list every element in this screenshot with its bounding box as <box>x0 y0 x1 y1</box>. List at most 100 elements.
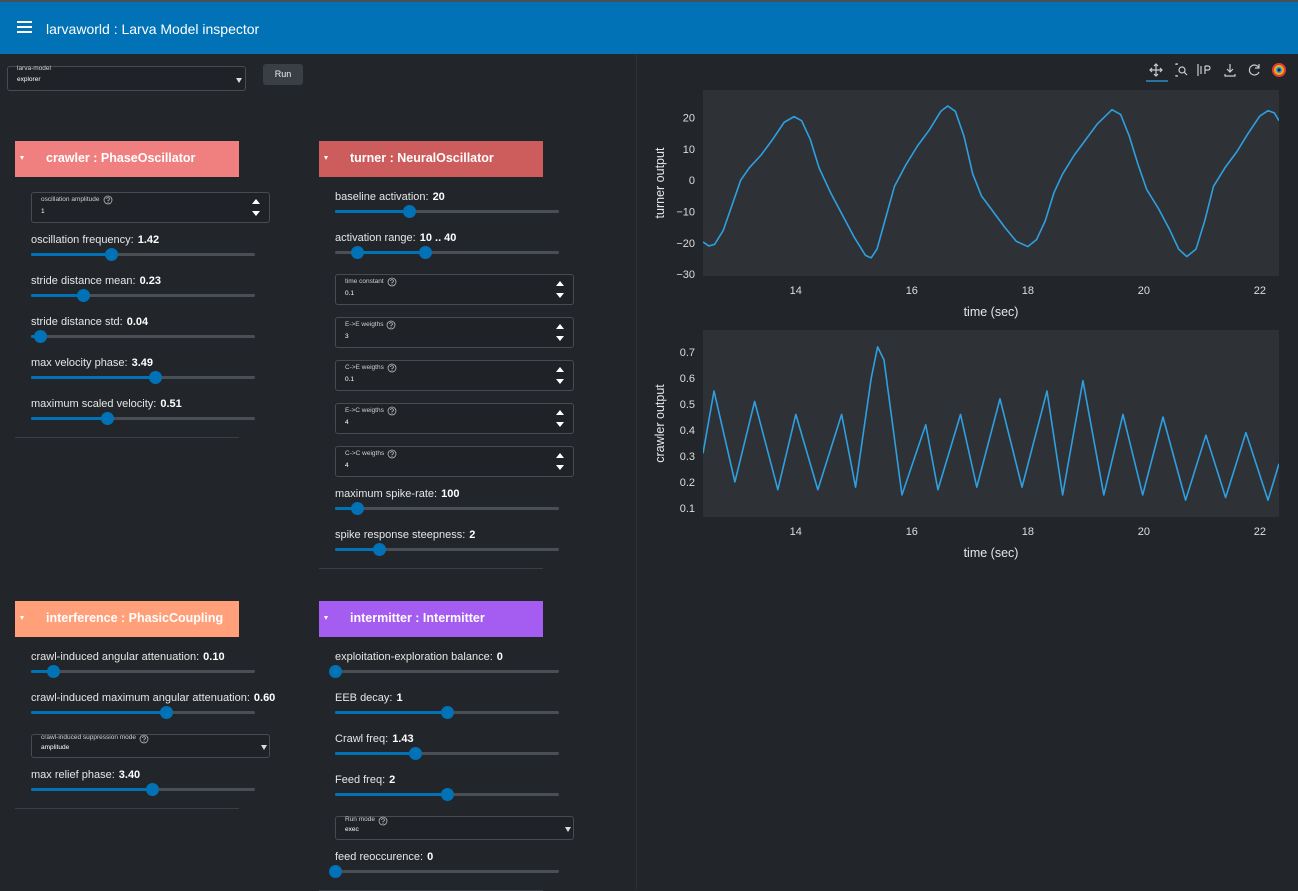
number-input[interactable]: oscillation amplitude 1 <box>31 192 270 223</box>
slider-track[interactable] <box>31 417 255 420</box>
x-axis-title: time (sec) <box>964 305 1019 319</box>
download-tool[interactable] <box>1224 64 1236 77</box>
collapse-caret <box>324 616 328 620</box>
help-icon[interactable] <box>378 816 388 826</box>
help-icon[interactable] <box>386 320 396 330</box>
spin-up[interactable] <box>556 324 564 329</box>
y-tick-label: 0 <box>689 175 695 187</box>
slider-name: stride distance mean: <box>31 275 136 287</box>
select-caret <box>236 78 242 83</box>
help-icon[interactable] <box>387 449 397 459</box>
y-tick-label: 10 <box>683 144 695 156</box>
slider-handle[interactable] <box>403 205 416 218</box>
number-input[interactable]: C->C weigths 4 <box>335 446 574 477</box>
number-input[interactable]: C->E weigths 0.1 <box>335 360 574 391</box>
number-input[interactable]: time constant 0.1 <box>335 274 574 305</box>
spin-down[interactable] <box>556 422 564 427</box>
slider-handle[interactable] <box>160 706 173 719</box>
slider-handle[interactable] <box>441 788 454 801</box>
slider-track[interactable] <box>335 548 559 551</box>
menu-icon[interactable] <box>15 20 35 36</box>
slider-handle[interactable] <box>329 665 342 678</box>
slider-track[interactable] <box>31 253 255 256</box>
slider-fill <box>335 752 415 755</box>
slider-name: max velocity phase: <box>31 357 128 369</box>
spin-up[interactable] <box>556 281 564 286</box>
number-input[interactable]: E->C weigths 4 <box>335 403 574 434</box>
input-value: 0.1 <box>345 290 355 297</box>
slider-handle[interactable] <box>146 783 159 796</box>
spin-up[interactable] <box>556 367 564 372</box>
panel-header[interactable]: intermitter : Intermitter <box>319 601 543 637</box>
slider-track[interactable] <box>31 670 255 673</box>
spin-down[interactable] <box>252 211 260 216</box>
slider-name: Feed freq: <box>335 774 386 786</box>
panel-header[interactable]: turner : NeuralOscillator <box>319 141 543 177</box>
select[interactable]: Run mode exec <box>335 816 574 840</box>
slider-handle[interactable] <box>351 246 364 259</box>
y-tick-label: 0.4 <box>680 425 695 437</box>
input-value: 4 <box>345 419 349 426</box>
slider-label: feed reoccurence: 0 <box>335 849 433 865</box>
select[interactable]: crawl-induced suppression mode amplitude <box>31 734 270 758</box>
slider-handle[interactable] <box>441 706 454 719</box>
slider-name: maximum spike-rate: <box>335 488 438 500</box>
select-label: crawl-induced suppression mode <box>41 734 137 741</box>
slider-value: 0.60 <box>253 692 276 704</box>
slider-label: EEB decay: 1 <box>335 690 403 706</box>
slider-track[interactable] <box>335 507 559 510</box>
slider-handle[interactable] <box>34 330 47 343</box>
slider-label: exploitation-exploration balance: 0 <box>335 649 503 665</box>
x-tick-label: 14 <box>790 526 802 538</box>
spin-up[interactable] <box>252 199 260 204</box>
panel-header[interactable]: crawler : PhaseOscillator <box>15 141 239 177</box>
run-button[interactable]: Run <box>263 64 303 85</box>
spin-down[interactable] <box>556 336 564 341</box>
pan-tool[interactable] <box>1146 63 1168 82</box>
help-icon[interactable] <box>387 363 397 373</box>
slider-value: 0 <box>496 651 503 663</box>
slider-fill <box>335 210 409 213</box>
number-input[interactable]: E->E weigths 3 <box>335 317 574 348</box>
spin-down[interactable] <box>556 465 564 470</box>
panel-header[interactable]: interference : PhasicCoupling <box>15 601 239 637</box>
slider-track[interactable] <box>335 210 559 213</box>
model-select[interactable]: larva-model explorer <box>7 65 246 91</box>
y-tick-label: 0.1 <box>680 503 695 515</box>
spin-down[interactable] <box>556 293 564 298</box>
slider-name: exploitation-exploration balance: <box>335 651 493 663</box>
slider-track[interactable] <box>31 335 255 338</box>
slider-track[interactable] <box>335 752 559 755</box>
panel-bottom-line <box>15 437 239 438</box>
slider-fill <box>335 507 357 510</box>
slider-label: maximum spike-rate: 100 <box>335 486 459 502</box>
y-tick-label: 0.3 <box>680 451 695 463</box>
y-tick-label: 0.2 <box>680 477 695 489</box>
slider-handle[interactable] <box>329 865 342 878</box>
slider-handle[interactable] <box>373 543 386 556</box>
slider-track[interactable] <box>335 251 559 254</box>
help-icon[interactable] <box>103 195 113 205</box>
slider-handle[interactable] <box>419 246 432 259</box>
slider-track[interactable] <box>335 870 559 873</box>
help-icon[interactable] <box>387 406 397 416</box>
slider-handle[interactable] <box>101 412 114 425</box>
slider-track[interactable] <box>335 670 559 673</box>
slider-handle[interactable] <box>149 371 162 384</box>
slider-handle[interactable] <box>77 289 90 302</box>
slider-handle[interactable] <box>409 747 422 760</box>
refresh-tool[interactable] <box>1248 64 1260 76</box>
slider-handle[interactable] <box>351 502 364 515</box>
reset-tool[interactable] <box>1197 64 1211 76</box>
spin-up[interactable] <box>556 453 564 458</box>
slider-handle[interactable] <box>105 248 118 261</box>
slider-handle[interactable] <box>47 665 60 678</box>
zoom-tool[interactable] <box>1175 63 1188 77</box>
help-icon[interactable] <box>387 277 397 287</box>
slider-track[interactable] <box>31 294 255 297</box>
x-tick-label: 16 <box>906 526 918 538</box>
spin-up[interactable] <box>556 410 564 415</box>
collapse-caret <box>20 156 24 160</box>
help-icon[interactable] <box>139 734 149 744</box>
spin-down[interactable] <box>556 379 564 384</box>
